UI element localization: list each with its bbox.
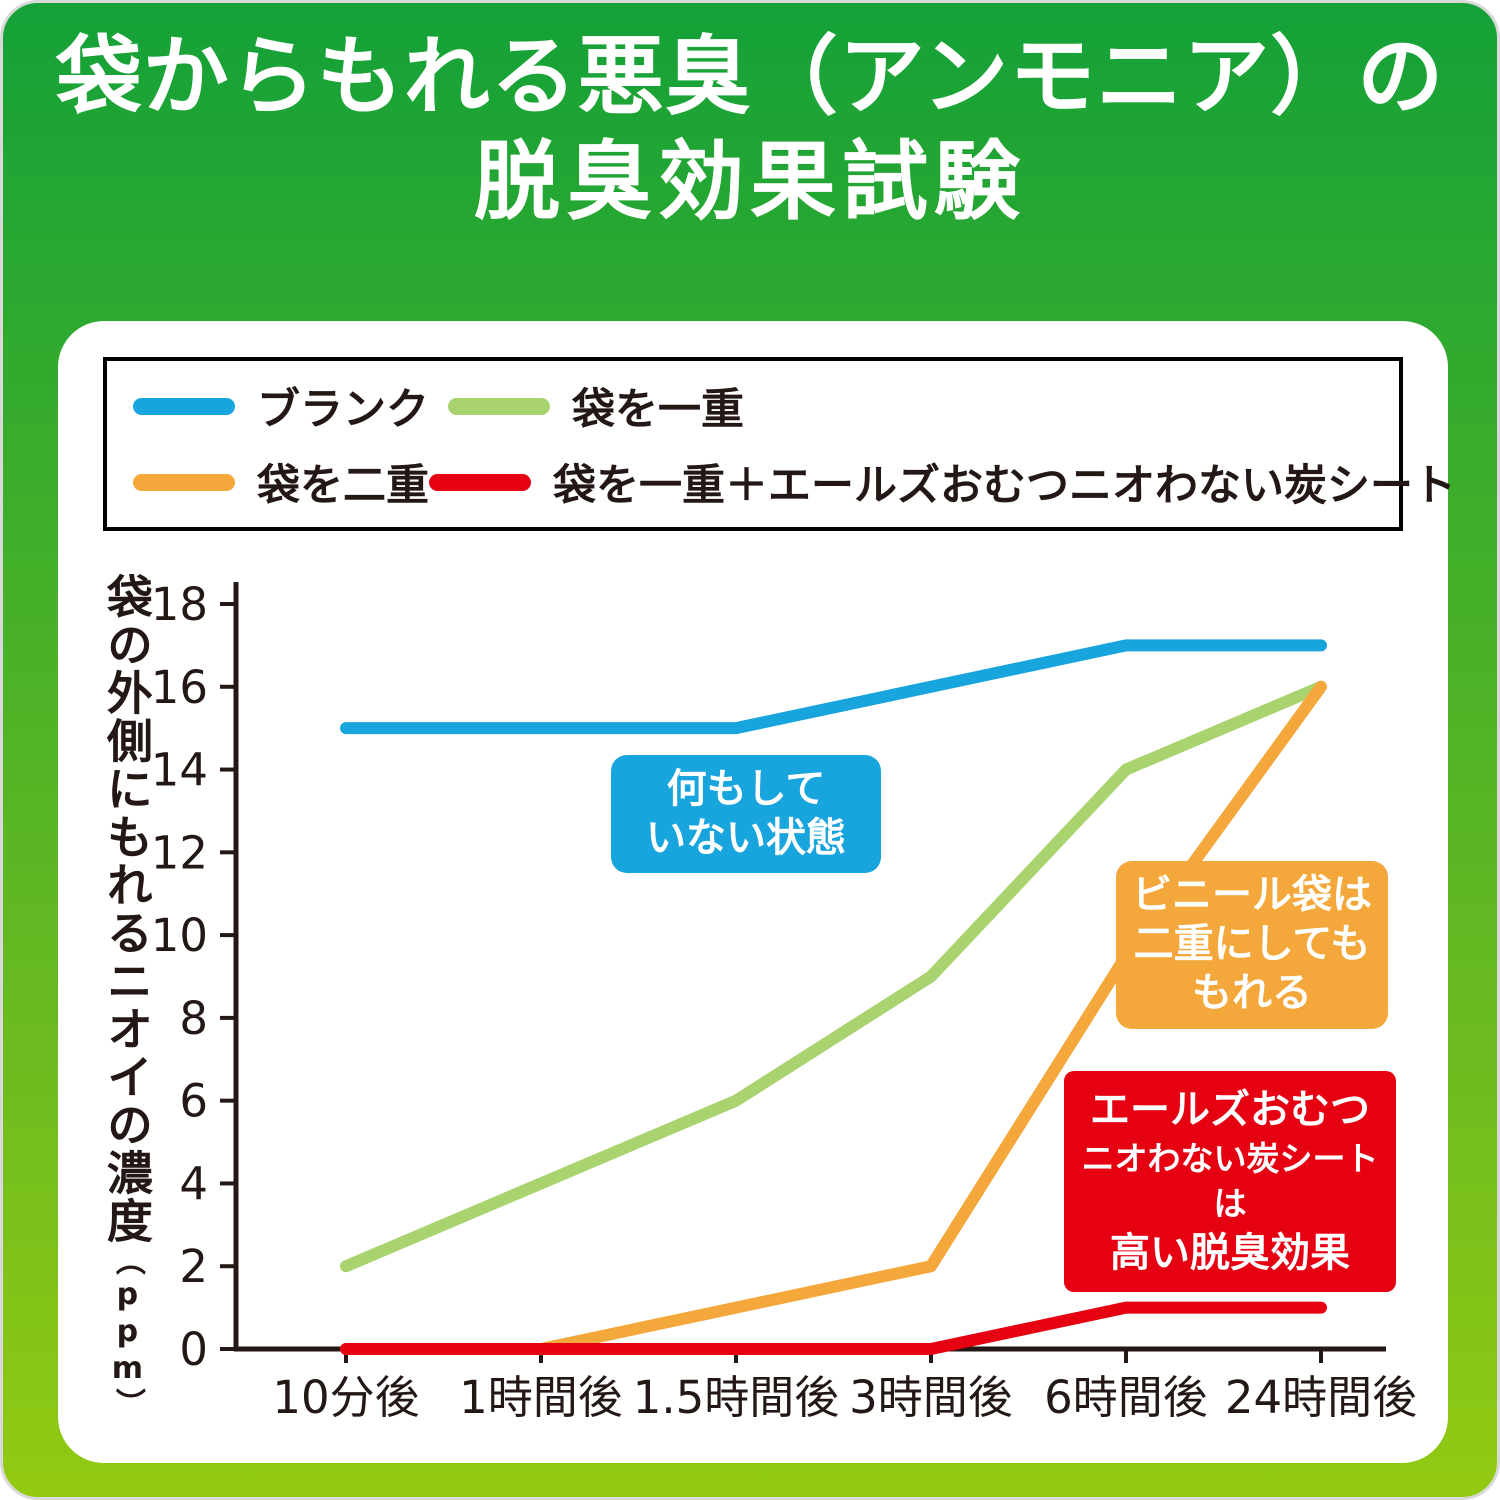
legend-item-single-bag: 袋を一重 (448, 375, 744, 437)
x-tick-label: 6時間後 (1044, 1371, 1208, 1424)
title-line-2: 脱臭効果試験 (474, 131, 1026, 232)
legend-label-charcoal-sheet: 袋を一重＋エールズおむつニオわない炭シート (553, 461, 1456, 511)
title-line-1: 袋からもれる悪臭（アンモニア）の (55, 27, 1445, 127)
chart-panel: ブランク 袋を一重 袋を二重 袋を一重＋エールズおむつニオわない炭シート 袋の外… (58, 321, 1456, 1463)
y-axis-label: 袋の外側にもれるニオイの濃度（ppm） (99, 573, 154, 1420)
legend-swatch-double-bag (133, 473, 235, 491)
y-tick-label: 6 (179, 1075, 208, 1128)
legend-row-2: 袋を二重 袋を一重＋エールズおむつニオわない炭シート (133, 451, 1456, 513)
x-tick-label: 3時間後 (849, 1371, 1013, 1424)
callout-double-bag: ビニール袋は 二重にしても もれる (1116, 861, 1388, 1029)
callout-blank: 何もして いない状態 (611, 755, 881, 874)
series-line-1 (340, 680, 1327, 1273)
legend-row-1: ブランク 袋を一重 (133, 375, 1399, 437)
legend-item-blank: ブランク (133, 375, 448, 437)
line-chart: 0 2 4 6 8 10 12 14 16 18 10分後 1時間後 1.5時間後 3時間後 6時間後 24時… (86, 569, 1426, 1449)
x-tick-label: 1時間後 (459, 1371, 623, 1424)
legend-label-blank: ブランク (257, 385, 429, 435)
legend-label-single-bag: 袋を一重 (572, 385, 744, 435)
x-tick-label: 10分後 (272, 1371, 419, 1424)
legend-swatch-charcoal-sheet (429, 473, 531, 491)
page-title: 袋からもれる悪臭（アンモニア）の 脱臭効果試験 (3, 25, 1497, 235)
y-tick-label: 14 (151, 744, 208, 797)
y-tick-label: 16 (151, 661, 208, 714)
series-line-3 (340, 1301, 1327, 1355)
chart-svg: 0 2 4 6 8 10 12 14 16 18 10分後 1時間後 1.5時間後 3時間後 6時間後 24時… (151, 578, 1417, 1424)
legend-swatch-blank (133, 397, 235, 415)
series-line-0 (340, 639, 1327, 735)
callout-double-bag-line-2: 二重にしても (1133, 921, 1371, 968)
y-axis-label-unit: （ppm） (109, 1245, 145, 1420)
y-tick-label: 8 (179, 992, 208, 1045)
y-tick-label: 0 (179, 1323, 208, 1376)
legend-label-double-bag: 袋を二重 (257, 461, 429, 511)
callout-double-bag-line-1: ビニール袋は (1132, 872, 1372, 918)
callout-charcoal-sheet: エールズおむつ ニオわない炭シートは 高い脱臭効果 (1064, 1071, 1396, 1293)
y-tick-label: 12 (151, 826, 208, 879)
x-tick-label: 1.5時間後 (633, 1371, 840, 1424)
callout-charcoal-line-2: ニオわない炭シートは (1081, 1139, 1379, 1223)
legend: ブランク 袋を一重 袋を二重 袋を一重＋エールズおむつニオわない炭シート (103, 357, 1456, 531)
legend-item-double-bag: 袋を二重 (133, 451, 429, 513)
callout-blank-line-2: いない状態 (646, 815, 846, 862)
callout-double-bag-line-3: もれる (1192, 970, 1312, 1017)
callout-blank-line-1: 何もして (666, 766, 826, 812)
callout-charcoal-line-1: エールズおむつ (1090, 1087, 1370, 1133)
y-tick-label: 10 (151, 909, 208, 962)
legend-swatch-single-bag (448, 397, 550, 415)
y-tick-label: 2 (179, 1240, 208, 1293)
y-axis-label-text: 袋の外側にもれるニオイの濃度 (99, 573, 154, 1245)
callout-charcoal-line-3: 高い脱臭効果 (1110, 1230, 1350, 1277)
x-tick-label: 24時間後 (1225, 1371, 1417, 1424)
legend-item-charcoal-sheet: 袋を一重＋エールズおむつニオわない炭シート (429, 451, 1456, 513)
y-tick-label: 4 (179, 1157, 208, 1210)
y-tick-label: 18 (151, 578, 208, 631)
